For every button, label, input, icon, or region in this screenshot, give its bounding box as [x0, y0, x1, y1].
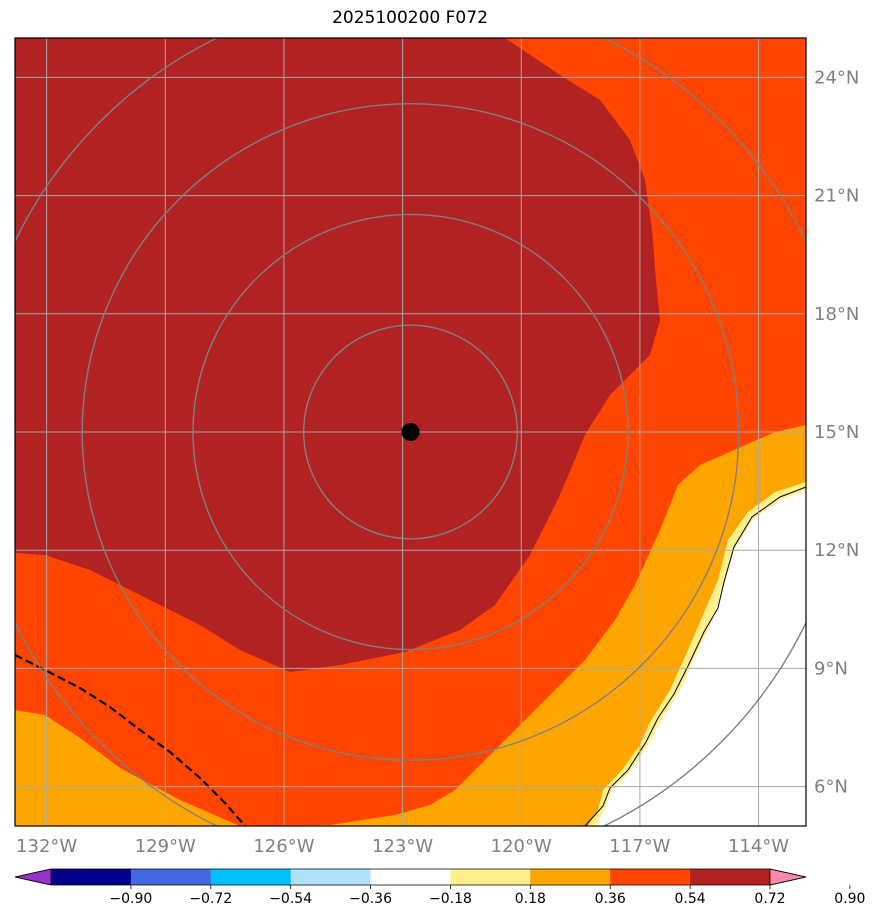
lon-tick-label: 132°W — [16, 836, 77, 857]
lon-tick-label: 126°W — [253, 836, 314, 857]
lon-tick-label: 120°W — [491, 836, 552, 857]
colorbar-segment — [450, 869, 531, 885]
colorbar-extend-high — [769, 868, 807, 886]
longitude-labels: 132°W 129°W 126°W 123°W 120°W 117°W 114°W — [16, 836, 789, 857]
colorbar-tick-label: 0.90 — [834, 891, 865, 907]
dashed-contour — [15, 654, 246, 826]
colorbar-tick-label: −0.36 — [349, 891, 392, 907]
range-ring — [81, 103, 740, 761]
lon-tick-label: 114°W — [728, 836, 789, 857]
lon-tick-label: 117°W — [609, 836, 670, 857]
colorbar-tick-label: 0.72 — [754, 891, 785, 907]
colorbar-segment — [290, 869, 372, 885]
land-area — [596, 490, 806, 826]
graticule — [15, 38, 806, 826]
colorbar-segment — [610, 869, 691, 885]
lon-tick-label: 129°W — [135, 836, 196, 857]
lon-tick-label: 123°W — [372, 836, 433, 857]
lat-tick-label: 18°N — [814, 304, 859, 325]
map-frame — [14, 37, 807, 827]
colorbar-segment — [690, 869, 771, 885]
colorbar: −0.90 −0.72 −0.54 −0.36 −0.18 0.18 0.36 0.54 0.7… — [14, 868, 865, 907]
range-rings — [15, 38, 806, 826]
colorbar-tick-label: −0.72 — [189, 891, 232, 907]
colorbar-segment — [370, 869, 451, 885]
range-ring — [192, 213, 629, 651]
filled-field — [15, 38, 806, 826]
colorbar-segment — [130, 869, 212, 885]
lat-tick-label: 12°N — [814, 540, 859, 561]
storm-center-marker — [401, 423, 420, 441]
lat-tick-label: 6°N — [814, 777, 848, 798]
range-ring — [303, 324, 518, 540]
colorbar-tick-label: −0.54 — [269, 891, 312, 907]
latitude-labels: 24°N 21°N 18°N 15°N 12°N 9°N 6°N — [814, 67, 859, 797]
colorbar-extend-low — [14, 868, 52, 886]
lat-tick-label: 24°N — [814, 67, 859, 88]
colorbar-tick-label: 0.54 — [675, 891, 706, 907]
colorbar-tick-label: −0.90 — [109, 891, 152, 907]
colorbar-segment — [51, 869, 132, 885]
map-title: 2025100200 F072 — [332, 8, 488, 28]
colorbar-outline — [14, 868, 807, 886]
colorbar-tick-label: −0.18 — [429, 891, 472, 907]
lat-tick-label: 9°N — [814, 658, 848, 679]
colorbar-segment — [210, 869, 292, 885]
lat-tick-label: 21°N — [814, 186, 859, 207]
colorbar-tick-label: 0.36 — [595, 891, 626, 907]
colorbar-tick-label: 0.18 — [515, 891, 546, 907]
coastline — [584, 486, 806, 826]
colorbar-segment — [530, 869, 611, 885]
lat-tick-label: 15°N — [814, 422, 859, 443]
